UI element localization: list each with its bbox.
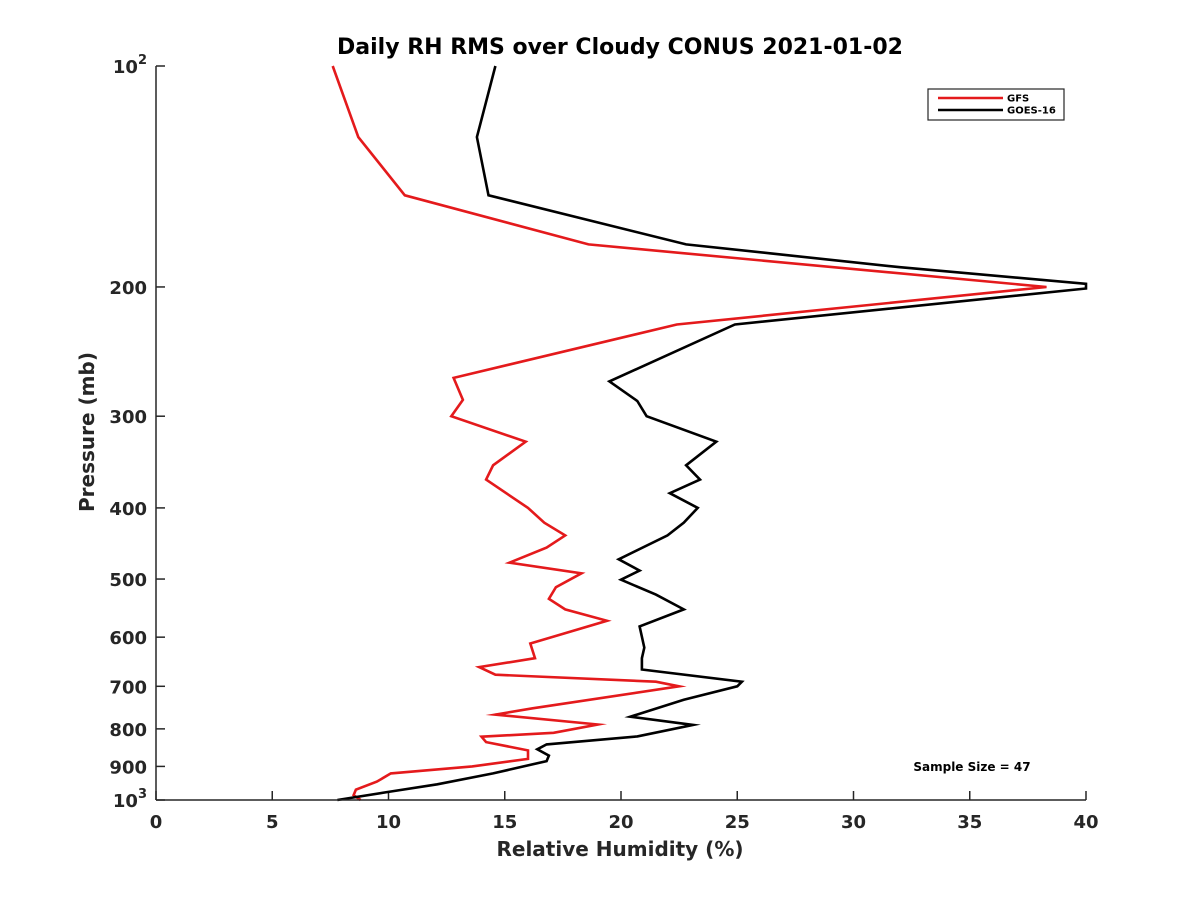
- y-axis-label: Pressure (mb): [75, 352, 99, 512]
- x-tick-label: 10: [376, 812, 401, 833]
- legend-label-gfs: GFS: [1007, 94, 1029, 105]
- y-tick-label-base: 10: [113, 57, 138, 78]
- y-tick-label-exponent: 2: [138, 53, 147, 68]
- x-tick-label: 20: [608, 812, 633, 833]
- x-axis-ticks: 0 5 10 15 20 25 30 35 40: [150, 791, 1099, 833]
- sample-size-annotation: Sample Size = 47: [913, 760, 1030, 774]
- y-tick-label-base: 300: [109, 407, 147, 428]
- y-tick-label-base: 700: [109, 677, 147, 698]
- x-tick-label: 25: [725, 812, 750, 833]
- legend-label-goes16: GOES-16: [1007, 106, 1056, 117]
- y-tick-label: 700: [109, 677, 147, 698]
- y-tick-label-base: 200: [109, 278, 147, 299]
- series-line-gfs: [331, 65, 1047, 802]
- y-tick-label: 103: [113, 787, 147, 812]
- legend-box: [927, 88, 1065, 121]
- y-tick-label-base: 500: [109, 570, 147, 591]
- y-tick-label-base: 10: [113, 791, 138, 812]
- y-tick-label: 400: [109, 499, 147, 520]
- y-tick-label: 200: [109, 278, 147, 299]
- series-line-goes16: [337, 65, 1088, 802]
- y-tick-label: 102: [113, 53, 147, 78]
- x-tick-label: 40: [1073, 812, 1098, 833]
- series-lines: [331, 65, 1088, 802]
- y-tick-label: 600: [109, 628, 147, 649]
- chart-title: Daily RH RMS over Cloudy CONUS 2021-01-0…: [337, 35, 903, 60]
- x-tick-label: 5: [266, 812, 279, 833]
- y-tick-label-base: 900: [109, 757, 147, 778]
- y-tick-label: 500: [109, 570, 147, 591]
- x-tick-label: 30: [841, 812, 866, 833]
- y-tick-label-base: 800: [109, 720, 147, 741]
- x-tick-label: 0: [150, 812, 163, 833]
- x-tick-label: 35: [957, 812, 982, 833]
- y-tick-label: 800: [109, 720, 147, 741]
- y-tick-label: 900: [109, 757, 147, 778]
- y-tick-label-exponent: 3: [138, 787, 147, 802]
- x-tick-label: 15: [492, 812, 517, 833]
- y-tick-label-base: 400: [109, 499, 147, 520]
- y-tick-label: 300: [109, 407, 147, 428]
- legend: GFS GOES-16: [927, 88, 1065, 121]
- x-axis-label: Relative Humidity (%): [496, 837, 743, 861]
- y-tick-label-base: 600: [109, 628, 147, 649]
